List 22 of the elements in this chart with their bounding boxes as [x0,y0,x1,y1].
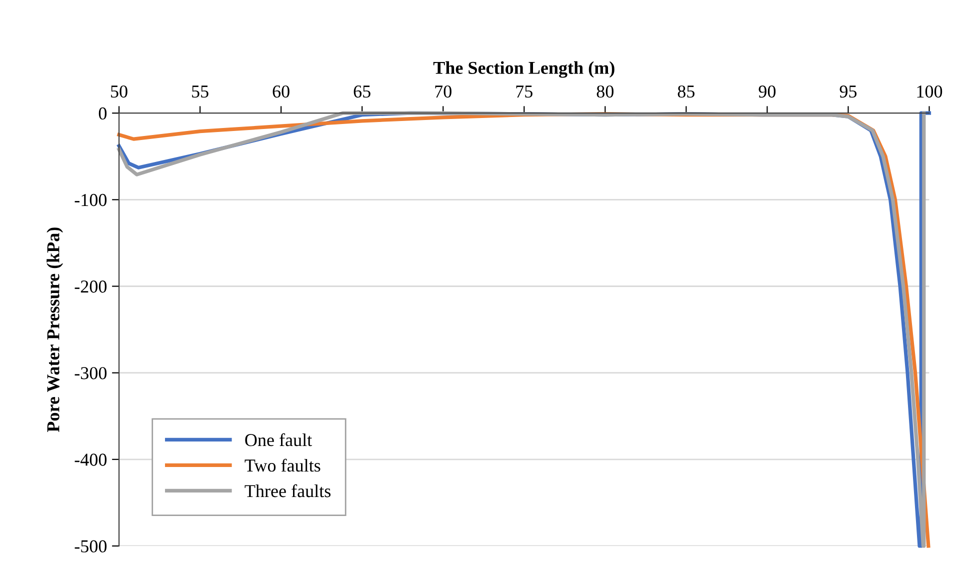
y-tick-label: -300 [74,367,107,380]
legend-label: Two faults [244,458,320,472]
x-tick-label: 50 [111,85,128,98]
y-tick-label: -200 [74,280,107,293]
y-axis-title: Pore Water Pressure (kPa) [46,228,64,432]
x-tick-label: 80 [596,85,614,98]
y-tick-label: -100 [74,194,107,206]
x-tick-label: 100 [917,85,942,98]
x-tick-label: 95 [840,85,857,98]
x-tick-label: 55 [192,86,208,98]
x-tick-label: 60 [272,85,290,98]
legend-label: One fault [245,433,312,446]
legend-label: Three faults [244,484,331,498]
y-tick-label: -500 [74,540,107,552]
y-tick-label: 0 [98,107,107,120]
x-axis-title: The Section Length (m) [433,61,614,78]
x-tick-label: 70 [435,85,452,98]
x-tick-label: 85 [678,85,694,98]
y-tick-label: -400 [74,454,107,466]
x-tick-label: 75 [516,86,532,98]
x-tick-label: 90 [758,85,776,98]
x-tick-label: 65 [354,85,370,98]
